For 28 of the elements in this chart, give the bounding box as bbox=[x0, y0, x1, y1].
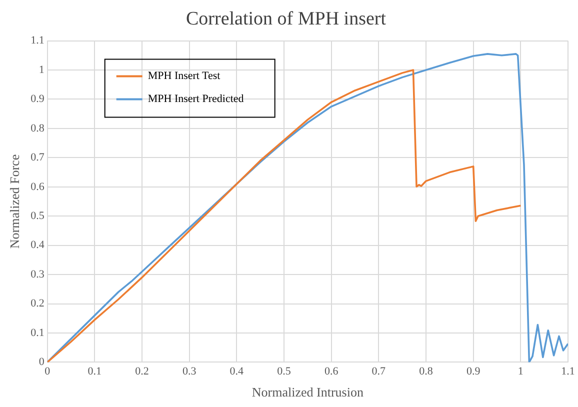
x-tick-label: 1 bbox=[518, 366, 524, 378]
x-tick-label: 0.4 bbox=[230, 366, 244, 378]
y-axis-title: Normalized Force bbox=[7, 154, 22, 249]
legend-label: MPH Insert Predicted bbox=[148, 93, 244, 106]
x-tick-label: 0.3 bbox=[182, 366, 197, 378]
legend-label: MPH Insert Test bbox=[148, 70, 220, 82]
y-tick-label: 0 bbox=[38, 356, 45, 368]
x-tick-label: 0.9 bbox=[466, 366, 481, 378]
y-tick-label: 0.1 bbox=[30, 326, 44, 339]
y-tick-label: 1.1 bbox=[30, 34, 44, 47]
x-tick-label: 0.8 bbox=[419, 366, 434, 378]
y-tick-label: 1 bbox=[38, 64, 44, 76]
x-tick-label: 0.7 bbox=[372, 366, 386, 378]
x-tick-label: 0.1 bbox=[88, 366, 102, 378]
x-tick-label: 0.5 bbox=[277, 366, 292, 378]
x-tick-label: 1.1 bbox=[561, 366, 575, 378]
y-tick-label: 0.7 bbox=[30, 152, 45, 164]
chart-title: Correlation of MPH insert bbox=[186, 8, 387, 30]
y-tick-label: 0.4 bbox=[30, 239, 45, 252]
x-tick-label: 0.2 bbox=[135, 366, 149, 378]
y-tick-label: 0.3 bbox=[30, 268, 45, 280]
y-tick-label: 0.9 bbox=[30, 93, 45, 106]
x-axis-title: Normalized Intrusion bbox=[252, 384, 364, 400]
y-tick-label: 0.2 bbox=[30, 298, 44, 310]
x-tick-label: 0.6 bbox=[324, 366, 339, 378]
y-tick-label: 0.8 bbox=[30, 122, 45, 134]
y-tick-label: 0.6 bbox=[30, 180, 45, 193]
y-tick-label: 0.5 bbox=[30, 210, 45, 222]
